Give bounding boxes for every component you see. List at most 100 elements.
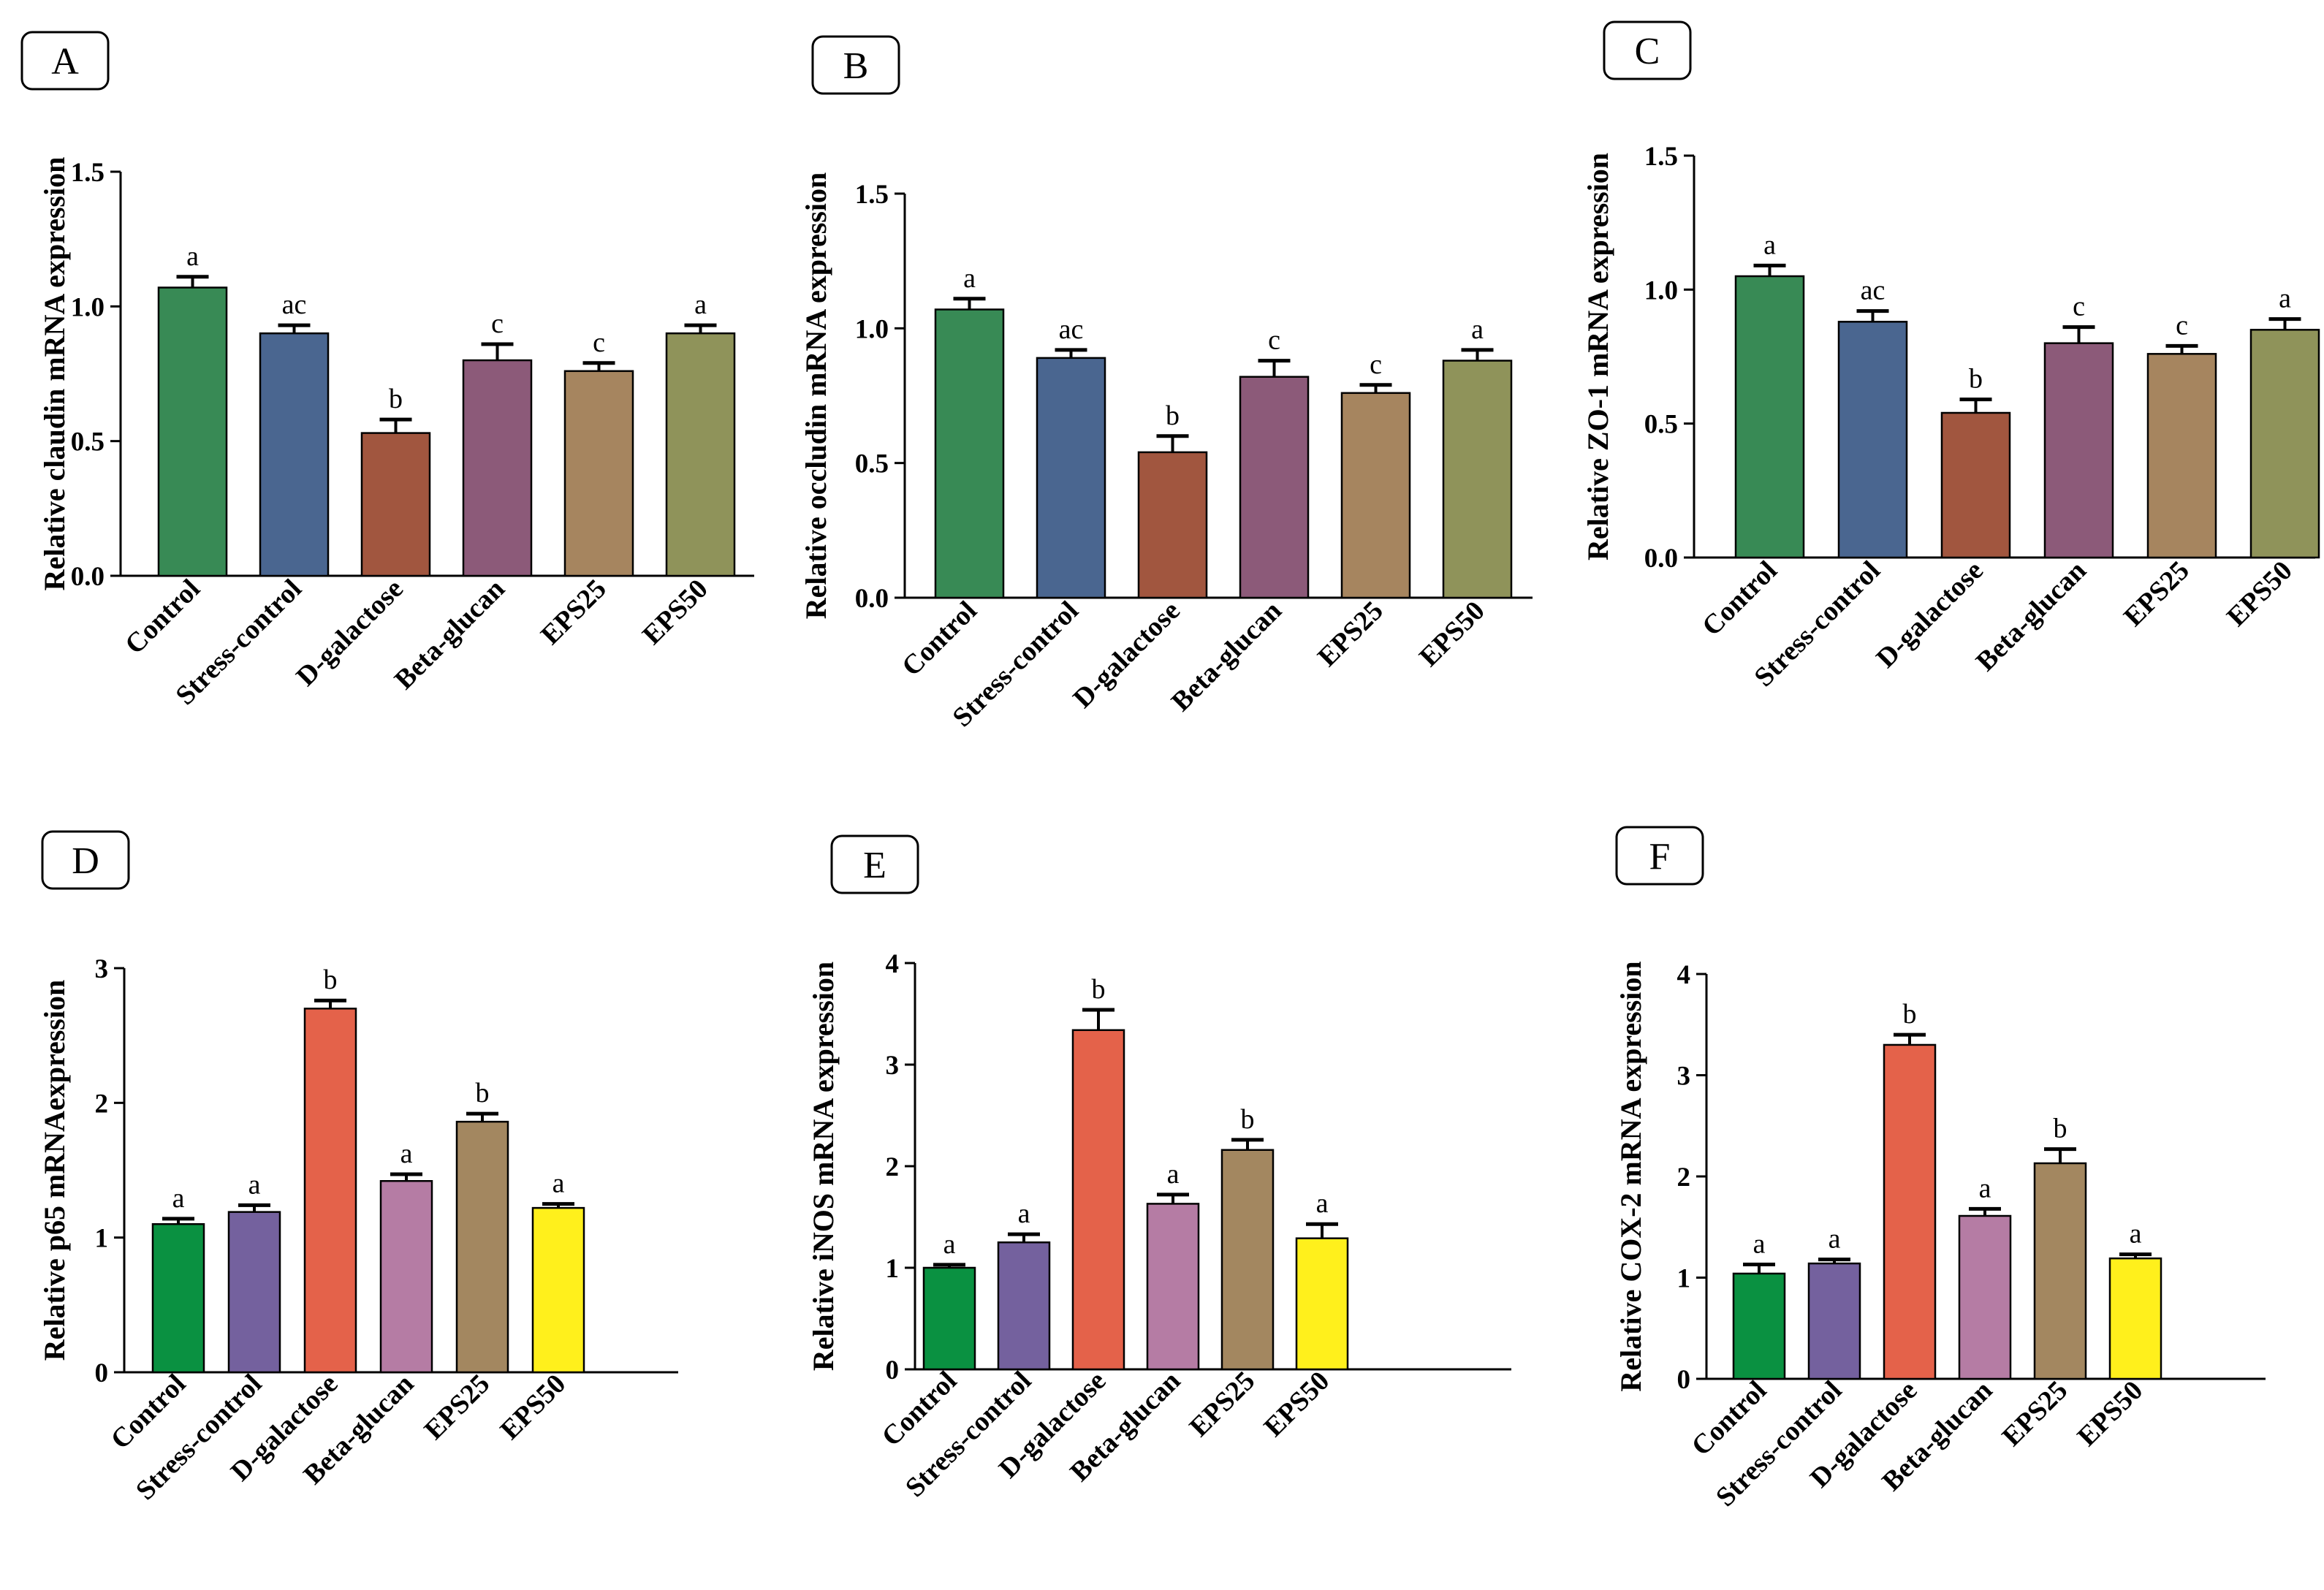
bar [303,1008,357,1374]
y-tick-label: 1.5 [71,158,105,188]
bar [1036,357,1106,599]
significance-letter: a [248,1169,261,1200]
significance-letter: a [1167,1159,1180,1190]
bar [665,332,736,577]
chart-panel-b: B 0.0 0.5 1.0 1.5 Relative occludin mRNA expr… [800,35,1533,733]
y-axis-title: Relative iNOS mRNA expression [807,962,840,1371]
bar [2043,342,2114,559]
significance-letter: ac [1861,275,1886,306]
panel-label: E [863,845,886,886]
y-tick-label: 2 [95,1089,109,1119]
bar [1883,1043,1937,1380]
y-tick-label: 0.5 [1644,410,1678,440]
panel-label-box [20,31,110,91]
significance-letter: b [324,965,338,995]
y-tick-label: 0.0 [71,562,105,592]
category-label: EPS50 [2072,1375,2149,1453]
y-tick-label: 0 [1677,1365,1691,1395]
significance-letter: c [491,308,504,339]
panel-label: D [72,840,99,882]
bar [1734,275,1805,559]
y-tick-label: 4 [886,949,900,979]
bar [2146,353,2217,559]
significance-letter: a [1829,1224,1841,1255]
category-label: EPS25 [1997,1375,2074,1453]
significance-letter: a [2130,1219,2142,1249]
category-label: Control [1696,555,1783,642]
bar [1137,451,1208,599]
bar [1837,321,1908,559]
category-label: EPS25 [535,574,612,651]
y-tick-label: 4 [1677,960,1691,990]
significance-letter: b [2054,1114,2067,1144]
category-label: EPS25 [419,1369,496,1446]
significance-letter: a [186,241,199,272]
bar [922,1266,976,1371]
significance-letter: b [1903,999,1917,1030]
panel-label-box [830,834,919,894]
bar [2033,1162,2087,1380]
panel-label-box [1603,20,1692,80]
y-tick-label: 0 [95,1358,109,1388]
significance-letter: b [389,384,403,414]
y-axis-title: Relative p65 mRNAexpression [38,980,71,1361]
bar [1071,1029,1125,1371]
y-axis-title: Relative occludin mRNA expression [800,172,832,619]
significance-letter: a [400,1138,413,1169]
bar [1807,1262,1861,1380]
panel-label: C [1635,31,1660,72]
significance-letter: c [593,327,605,358]
panel-label: F [1649,836,1671,878]
category-label: EPS50 [1413,596,1491,673]
significance-letter: a [172,1183,185,1214]
panel-label-box [811,35,900,95]
bar [462,359,533,577]
bar [1442,360,1513,599]
y-tick-label: 1.5 [855,180,889,210]
significance-letter: a [1753,1228,1766,1259]
bar [1340,392,1411,599]
y-tick-label: 1.0 [855,314,889,344]
significance-letter: a [1979,1173,1991,1203]
bar [2108,1257,2162,1380]
bar [157,286,228,577]
category-label: Control [119,574,206,661]
category-label: Beta-glucan [1166,596,1288,718]
significance-letter: a [1471,314,1484,345]
bar [997,1241,1051,1371]
bar [2249,329,2320,559]
significance-letter: a [963,263,976,294]
y-tick-label: 3 [95,954,109,984]
bar [151,1222,205,1374]
significance-letter: a [943,1229,956,1260]
category-label: Control [896,596,983,682]
category-label: EPS50 [1258,1366,1336,1443]
bar [934,308,1005,599]
panel-label-box [1615,826,1704,886]
y-tick-label: 3 [1677,1062,1691,1092]
bar [379,1179,433,1374]
y-tick-label: 0.5 [71,427,105,457]
significance-letter: a [552,1168,565,1199]
bar [1732,1272,1786,1380]
panel-label-box [41,830,130,890]
y-tick-label: 0 [886,1355,900,1385]
bar [1295,1237,1349,1371]
y-tick-label: 0.0 [1644,544,1678,574]
significance-letter: a [694,289,707,320]
y-tick-label: 1.0 [71,292,105,322]
y-axis-title: Relative ZO-1 mRNA expression [1581,153,1614,560]
y-tick-label: 2 [1677,1163,1691,1192]
significance-letter: c [1268,325,1280,356]
y-tick-label: 0.0 [855,584,889,614]
significance-letter: c [2073,292,2085,322]
category-label: EPS25 [1312,596,1389,673]
bar [1958,1214,2012,1380]
bar [1940,411,2011,559]
bar [563,370,634,577]
